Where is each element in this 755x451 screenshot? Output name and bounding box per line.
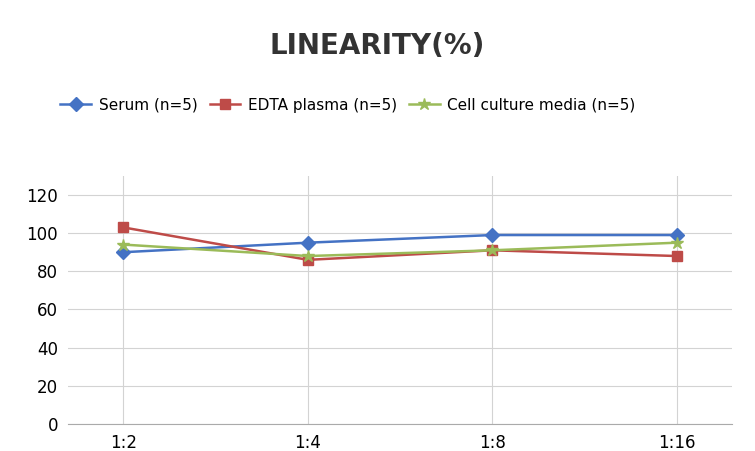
- Legend: Serum (n=5), EDTA plasma (n=5), Cell culture media (n=5): Serum (n=5), EDTA plasma (n=5), Cell cul…: [60, 98, 636, 113]
- Text: LINEARITY(%): LINEARITY(%): [270, 32, 485, 60]
